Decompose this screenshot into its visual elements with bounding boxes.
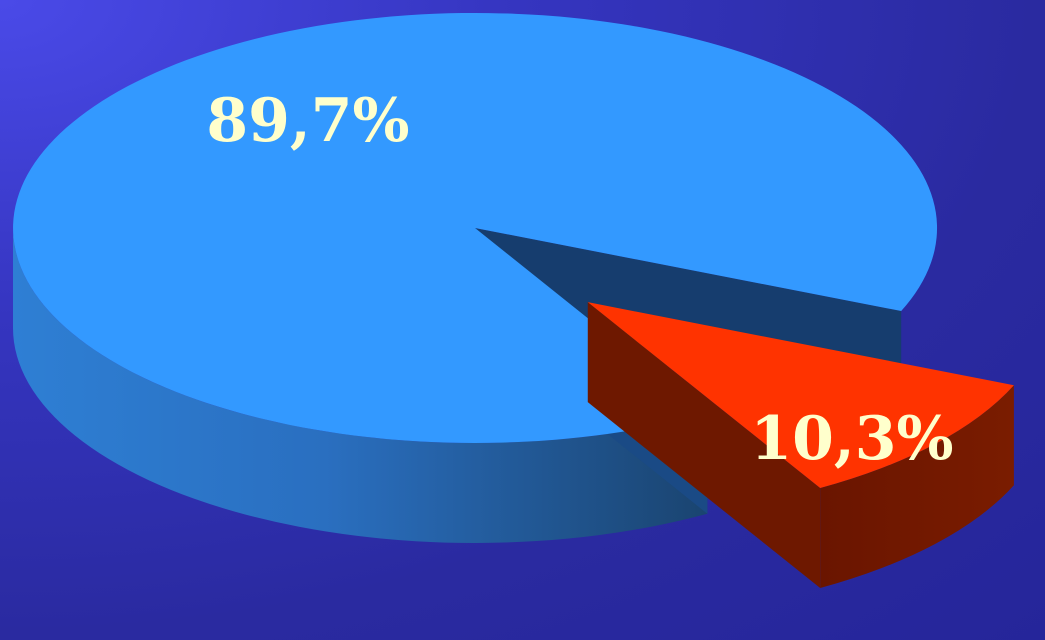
slice-main-top bbox=[13, 12, 938, 443]
slice-small-side bbox=[820, 385, 1014, 588]
slice-main-side bbox=[13, 228, 708, 543]
slice-label-small: 10,3% bbox=[750, 404, 953, 474]
slice-small-inner-wall bbox=[587, 302, 821, 588]
slice-label-main: 89,7% bbox=[206, 86, 409, 156]
slice-small-top bbox=[587, 302, 1014, 488]
